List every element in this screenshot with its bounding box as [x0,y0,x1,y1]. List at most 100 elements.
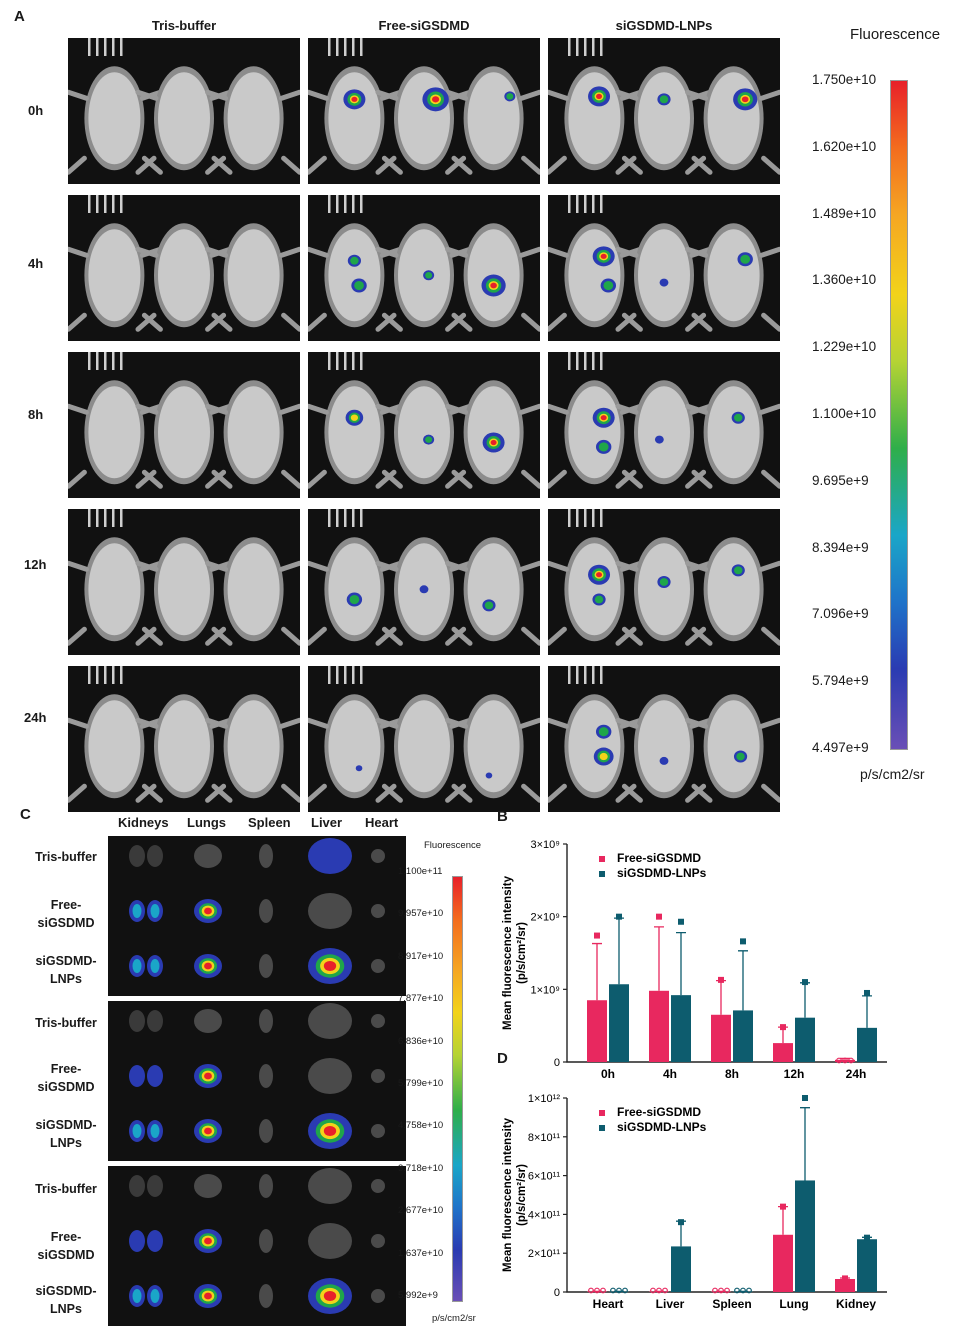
organ-row-label: siGSDMD- LNPs [35,954,97,986]
data-point [588,1287,594,1294]
y-tick-label: 4×10¹¹ [528,1209,560,1221]
data-point [610,1287,616,1294]
y-tick-label: 0 [554,1287,560,1299]
legend-label: siGSDMD-LNPs [617,866,707,880]
organ-row-label: siGSDMD- LNPs [35,1284,97,1316]
bar [795,1180,815,1292]
x-tick-label: 8h [725,1067,739,1081]
data-point [656,1287,662,1294]
organ-row-label: Free- siGSDMD [37,898,95,930]
x-tick-label: 4h [663,1067,677,1081]
data-point [724,1287,730,1294]
colorbar-c-tick: 9.957e+10 [398,908,444,920]
mouse-image-tile [308,195,540,341]
mouse-image [548,509,780,646]
mouse-image-tile [68,352,300,498]
data-point [616,913,622,920]
data-point [712,1287,718,1294]
colorbar-c [452,876,463,1302]
mouse-image [308,666,540,803]
organ-head-liver: Liver [311,815,343,830]
data-point [622,1287,628,1294]
y-tick-label: 2×10⁹ [531,912,561,924]
bar [649,990,669,1062]
data-point [802,1095,808,1101]
data-point [734,1287,740,1294]
bar [587,1000,607,1062]
mouse-image-tile [548,509,780,655]
mouse-image [548,666,780,803]
error-bar [614,917,624,985]
data-point [746,1287,752,1294]
data-point [780,1024,786,1031]
mouse-image-tile [308,38,540,184]
legend-label: Free-siGSDMD [617,1105,701,1119]
colorbar-c-unit: p/s/cm2/sr [432,1313,476,1324]
data-point [848,1057,854,1064]
data-point [740,938,746,945]
organ-head-lungs: Lungs [187,815,226,830]
organ-row-label: Tris-buffer [35,1182,97,1196]
y-tick-label: 3×10⁹ [531,839,561,851]
colorbar-a [890,80,908,750]
data-point [718,1287,724,1294]
mouse-image-tile [308,352,540,498]
colorbar-a-title: Fluorescence [850,26,941,43]
data-point [836,1057,842,1064]
y-axis-label: Mean fluorescence intensity [502,875,514,1030]
organ-row-label: Tris-buffer [35,850,97,864]
bar [671,995,691,1062]
organ-row-label: siGSDMD- LNPs [35,1118,97,1150]
colorbar-a-tick: 1.620e+10 [812,138,877,154]
organ-image-block [108,836,406,996]
mouse-image-tile [308,666,540,812]
error-bar [676,932,686,996]
bar [835,1279,855,1292]
colorbar-c-tick: 8.917e+10 [398,950,444,962]
error-bar [800,1107,810,1181]
chart-b: 0 1×10⁹ 2×10⁹ 3×10⁹ Mean fluorescence intens… [502,839,887,1081]
y-tick-label: 0 [554,1057,560,1069]
panel-d-letter: D [497,1050,508,1067]
row-label-4h: 4h [28,256,44,271]
row-label-24h: 24h [24,710,47,725]
col-head-lnp: siGSDMD-LNPs [615,18,713,33]
y-axis-label: (p/s/cm²/sr) [516,922,528,984]
organ-row-label: Free- siGSDMD [37,1062,95,1094]
bar [733,1010,753,1062]
data-point [864,989,870,996]
colorbar-c-tick: 1.637e+10 [398,1247,444,1259]
col-head-tris: Tris-buffer [151,18,217,33]
legend-label: Free-siGSDMD [617,851,701,865]
x-tick-label: 24h [846,1067,867,1081]
y-tick-label: 1×10¹² [528,1093,560,1105]
colorbar-a-tick: 8.394e+9 [812,539,869,555]
data-point [594,1287,600,1294]
mouse-image [308,195,540,332]
mouse-image-tile [68,509,300,655]
data-point [802,979,808,986]
colorbar-a-tick: 1.229e+10 [812,339,877,355]
y-axis-label: (p/s/cm²/sr) [516,1164,528,1226]
mouse-image-tile [308,509,540,655]
y-tick-label: 1×10⁹ [531,984,561,996]
data-point [678,918,684,925]
bar [671,1246,691,1292]
y-tick-label: 8×10¹¹ [528,1132,560,1144]
mouse-image [68,38,300,175]
legend-swatch [599,856,605,862]
bar [857,1239,877,1292]
bar [795,1017,815,1062]
x-tick-label: 0h [601,1067,615,1081]
error-bar [862,995,872,1028]
organ-row-label: Tris-buffer [35,1016,97,1030]
organ-imaging-grid [108,836,406,1326]
legend-swatch [599,871,605,877]
mouse-image-tile [548,38,780,184]
bar [835,1059,855,1062]
mouse-image-tile [68,38,300,184]
mouse-image [548,352,780,489]
y-tick-label: 2×10¹¹ [528,1248,560,1260]
colorbar-a-tick: 1.750e+10 [812,72,877,87]
organ-head-spleen: Spleen [248,815,291,830]
